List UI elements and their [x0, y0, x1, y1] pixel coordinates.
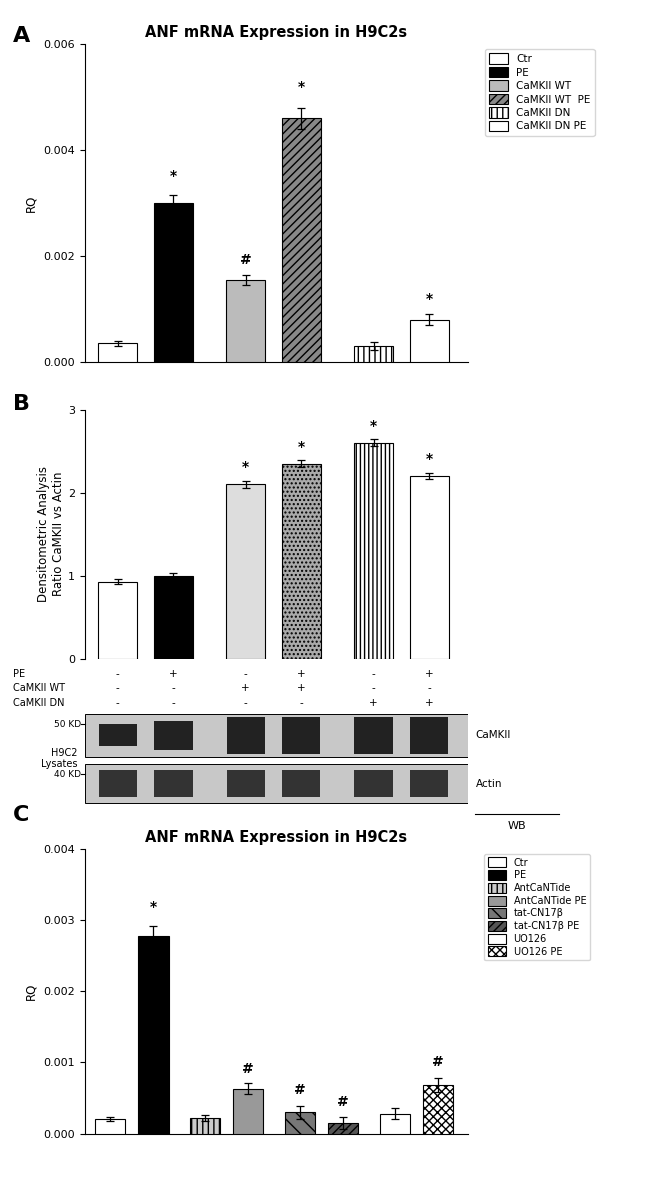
Bar: [84, 713, 468, 756]
Title: ANF mRNA Expression in H9C2s: ANF mRNA Expression in H9C2s: [145, 830, 408, 845]
Text: CaMKII WT: CaMKII WT: [13, 684, 65, 693]
Text: 40 KD: 40 KD: [54, 769, 81, 779]
Bar: [226, 280, 265, 362]
Bar: [99, 724, 137, 745]
Text: #: #: [294, 1084, 306, 1097]
Bar: [282, 717, 320, 754]
Bar: [422, 1085, 453, 1134]
Text: +: +: [369, 698, 378, 707]
Text: C: C: [13, 805, 29, 825]
Bar: [282, 770, 320, 798]
Text: -: -: [244, 698, 248, 707]
Bar: [328, 1123, 358, 1134]
Bar: [233, 1088, 263, 1134]
Text: 50 KD: 50 KD: [53, 721, 81, 729]
Text: H9C2
Lysates: H9C2 Lysates: [42, 748, 78, 769]
Text: CaMKII DN: CaMKII DN: [13, 698, 64, 707]
Text: #: #: [432, 1055, 444, 1069]
Bar: [226, 717, 265, 754]
Bar: [410, 476, 448, 659]
Bar: [96, 1119, 125, 1134]
Bar: [226, 484, 265, 659]
Text: -: -: [300, 698, 303, 707]
Title: ANF mRNA Expression in H9C2s: ANF mRNA Expression in H9C2s: [145, 25, 408, 40]
Bar: [410, 319, 448, 362]
Bar: [282, 464, 320, 659]
Text: -: -: [116, 698, 120, 707]
Text: -: -: [116, 684, 120, 693]
Text: CaMKII: CaMKII: [476, 730, 511, 741]
Text: *: *: [426, 452, 433, 466]
Bar: [190, 1118, 220, 1134]
Text: WB: WB: [508, 821, 526, 831]
Text: PE: PE: [13, 669, 25, 679]
Bar: [138, 935, 168, 1134]
Bar: [354, 717, 393, 754]
Bar: [380, 1113, 410, 1134]
Bar: [99, 770, 137, 798]
Text: #: #: [337, 1094, 349, 1109]
Text: #: #: [240, 253, 252, 267]
Y-axis label: Densitometric Analysis
Ratio CaMKII vs Actin: Densitometric Analysis Ratio CaMKII vs A…: [37, 466, 65, 602]
Text: *: *: [298, 81, 305, 94]
Text: +: +: [169, 669, 177, 679]
Bar: [84, 764, 468, 804]
Bar: [410, 717, 448, 754]
Text: #: #: [242, 1062, 254, 1075]
Bar: [354, 347, 393, 362]
Bar: [226, 770, 265, 798]
Text: -: -: [372, 669, 376, 679]
Text: -: -: [116, 669, 120, 679]
Text: *: *: [150, 900, 157, 914]
Text: -: -: [427, 684, 431, 693]
Bar: [354, 770, 393, 798]
Text: *: *: [370, 419, 377, 433]
Y-axis label: RQ: RQ: [25, 983, 38, 999]
Text: +: +: [425, 698, 434, 707]
Legend: Ctr, PE, CaMKII WT, CaMKII WT  PE, CaMKII DN, CaMKII DN PE: Ctr, PE, CaMKII WT, CaMKII WT PE, CaMKII…: [485, 49, 595, 135]
Bar: [354, 443, 393, 659]
Text: *: *: [170, 170, 177, 183]
Bar: [282, 119, 320, 362]
Text: +: +: [297, 684, 306, 693]
Bar: [154, 576, 193, 659]
Bar: [98, 343, 137, 362]
Text: -: -: [172, 698, 176, 707]
Bar: [154, 721, 192, 750]
Text: *: *: [426, 292, 433, 306]
Y-axis label: RQ: RQ: [25, 195, 38, 211]
Legend: Ctr, PE, AntCaNTide, AntCaNTide PE, tat-CN17β, tat-CN17β PE, UO126, UO126 PE: Ctr, PE, AntCaNTide, AntCaNTide PE, tat-…: [484, 853, 590, 960]
Bar: [410, 770, 448, 798]
Text: *: *: [298, 439, 305, 453]
Bar: [154, 770, 192, 798]
Text: -: -: [244, 669, 248, 679]
Text: A: A: [13, 26, 31, 46]
Text: *: *: [242, 461, 249, 475]
Text: -: -: [372, 684, 376, 693]
Text: +: +: [425, 669, 434, 679]
Bar: [285, 1112, 315, 1134]
Bar: [98, 582, 137, 659]
Bar: [154, 203, 193, 362]
Text: +: +: [241, 684, 250, 693]
Text: +: +: [297, 669, 306, 679]
Text: Actin: Actin: [476, 779, 502, 789]
Text: -: -: [172, 684, 176, 693]
Text: B: B: [13, 394, 30, 414]
